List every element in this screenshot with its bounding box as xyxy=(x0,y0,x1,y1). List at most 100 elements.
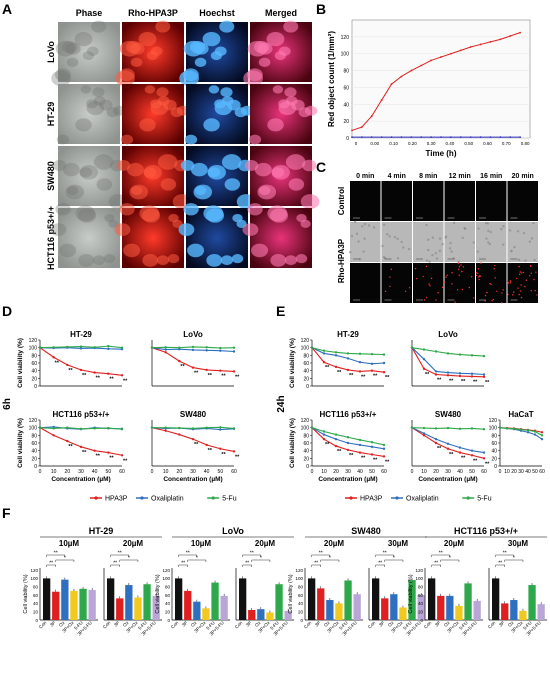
group-title: HT-29 xyxy=(89,526,114,536)
y-tick-label: 100 xyxy=(30,576,38,581)
x-tick-label: 30 xyxy=(190,469,196,475)
cell-texture xyxy=(477,227,480,230)
data-point xyxy=(382,447,386,450)
data-point xyxy=(334,437,338,441)
time-label: 6h xyxy=(2,398,13,410)
y-tick-label: 0 xyxy=(35,618,38,623)
data-point xyxy=(107,372,110,375)
subplot-title: SW480 xyxy=(435,410,462,419)
subplot-title: HT-29 xyxy=(70,330,92,339)
timelapse-frame xyxy=(476,263,507,303)
significance-mark: ** xyxy=(325,442,330,448)
significance-bracket xyxy=(187,559,207,562)
x-tick-label: Ox xyxy=(443,620,451,628)
cell-blob xyxy=(106,107,119,118)
data-point xyxy=(370,362,374,365)
bar xyxy=(335,603,343,620)
micrograph-0 xyxy=(58,84,120,144)
significance-mark: ** xyxy=(68,444,73,450)
x-tick-label: Ox xyxy=(190,620,198,628)
red-object xyxy=(404,290,407,293)
cell-blob xyxy=(156,87,169,98)
data-point xyxy=(79,345,83,348)
timelapse-frame xyxy=(507,263,538,303)
data-point xyxy=(434,350,438,353)
cell-blob xyxy=(258,57,271,67)
data-point xyxy=(358,370,362,373)
x-tick-label: 40 xyxy=(204,469,210,475)
data-point xyxy=(434,441,438,445)
x-tick-label: 0.00 xyxy=(370,141,379,146)
red-object xyxy=(484,300,486,302)
cell-blob xyxy=(183,203,199,216)
red-object xyxy=(458,266,461,268)
data-point xyxy=(458,353,462,356)
cell-blob xyxy=(78,208,97,223)
cell-texture xyxy=(457,260,460,263)
data-point xyxy=(512,427,516,431)
red-object xyxy=(520,284,522,286)
data-point xyxy=(93,427,96,430)
group-title: SW480 xyxy=(351,526,381,536)
data-point xyxy=(334,351,338,354)
data-point xyxy=(422,434,426,437)
data-point xyxy=(66,439,69,443)
cell-texture xyxy=(522,231,526,235)
panel-a-label: A xyxy=(2,1,12,17)
red-object xyxy=(423,299,426,301)
data-point xyxy=(205,426,208,429)
x-axis-label: Time (h) xyxy=(426,149,457,158)
significance-mark: ** xyxy=(437,446,442,452)
series-line xyxy=(39,427,123,456)
data-point xyxy=(351,136,353,139)
cell-blob xyxy=(178,223,195,236)
data-point xyxy=(191,437,195,441)
concentration-label: 30µM xyxy=(508,539,529,548)
red-object xyxy=(520,296,523,299)
data-point xyxy=(380,136,383,139)
data-point xyxy=(370,441,374,444)
significance-mark: ** xyxy=(325,365,330,371)
data-point xyxy=(526,429,530,432)
cell-blob xyxy=(142,253,159,267)
timepoint-header: 12 min xyxy=(449,173,471,180)
data-point xyxy=(482,451,486,454)
cell-texture xyxy=(528,240,532,243)
y-tick-label: 60 xyxy=(491,441,497,447)
panel-a-row-label: HT-29 xyxy=(46,102,56,127)
significance-mark: ** xyxy=(378,561,382,567)
y-tick-label: 80 xyxy=(491,433,497,439)
significance-mark: ** xyxy=(186,551,190,557)
y-tick-label: 20 xyxy=(491,456,497,462)
cell-blob xyxy=(257,184,277,200)
red-object xyxy=(477,272,479,274)
cell-blob xyxy=(143,167,157,178)
panel-a-column-header: Hoechst xyxy=(199,8,235,18)
cell-blob xyxy=(86,101,105,116)
y-axis-label: Cell viability (%) xyxy=(17,338,24,388)
red-object xyxy=(500,302,503,304)
cell-texture xyxy=(533,258,536,262)
y-tick-label: 40 xyxy=(343,102,349,108)
data-point xyxy=(434,427,438,430)
x-tick-label: 3P xyxy=(49,620,56,627)
cell-blob xyxy=(96,178,113,191)
red-object xyxy=(518,293,520,296)
red-object xyxy=(441,286,444,289)
significance-mark: ** xyxy=(473,458,478,464)
x-tick-label: 5-FU xyxy=(73,620,84,631)
subplot-title: LoVo xyxy=(183,330,203,339)
data-point xyxy=(232,427,236,430)
bar xyxy=(193,601,201,620)
timelapse-frame xyxy=(381,181,412,221)
x-tick-label: Con xyxy=(170,620,180,630)
red-object xyxy=(446,274,448,276)
micrograph-0 xyxy=(58,146,120,206)
data-point xyxy=(191,366,195,369)
cell-texture xyxy=(502,224,505,228)
bar xyxy=(492,578,500,620)
data-point xyxy=(310,346,314,349)
significance-bracket xyxy=(46,564,56,567)
data-point xyxy=(52,427,55,430)
cell-texture xyxy=(359,258,362,261)
